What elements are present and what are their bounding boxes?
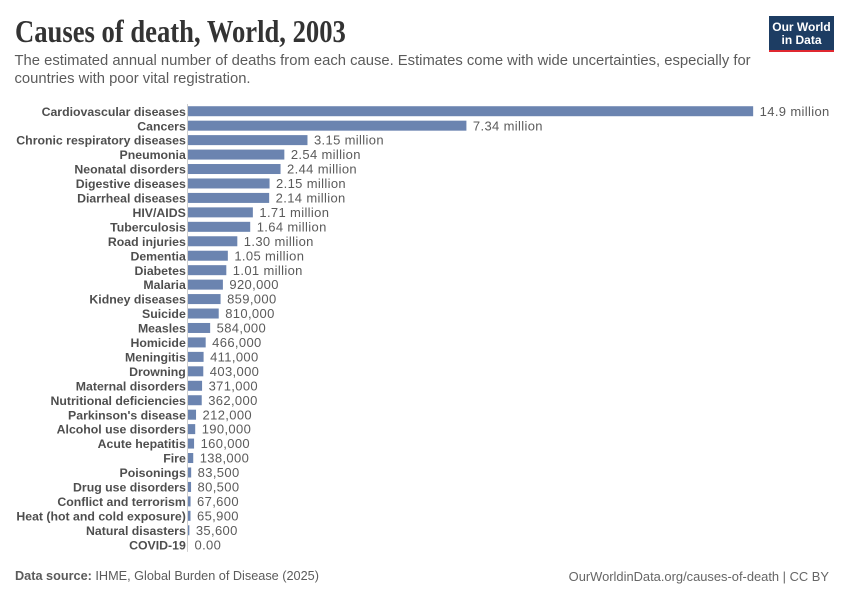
svg-text:80,500: 80,500 <box>198 480 240 495</box>
svg-text:Suicide: Suicide <box>142 307 186 321</box>
svg-text:403,000: 403,000 <box>210 364 259 379</box>
svg-text:14.9 million: 14.9 million <box>760 104 830 119</box>
svg-text:Alcohol use disorders: Alcohol use disorders <box>57 423 186 437</box>
svg-text:Nutritional deficiencies: Nutritional deficiencies <box>51 394 186 408</box>
svg-text:Chronic respiratory diseases: Chronic respiratory diseases <box>16 134 186 148</box>
svg-text:Drug use disorders: Drug use disorders <box>73 481 186 495</box>
svg-text:584,000: 584,000 <box>217 321 266 336</box>
svg-text:Meningitis: Meningitis <box>125 350 186 364</box>
svg-text:Diabetes: Diabetes <box>135 264 186 278</box>
svg-text:138,000: 138,000 <box>200 451 249 466</box>
svg-text:Homicide: Homicide <box>130 336 186 350</box>
svg-text:67,600: 67,600 <box>197 494 239 509</box>
svg-text:371,000: 371,000 <box>209 378 258 393</box>
svg-text:Heat (hot and cold exposure): Heat (hot and cold exposure) <box>16 509 185 523</box>
svg-text:Tuberculosis: Tuberculosis <box>110 220 186 234</box>
svg-text:920,000: 920,000 <box>229 277 278 292</box>
svg-text:1.71 million: 1.71 million <box>259 205 329 220</box>
svg-text:466,000: 466,000 <box>212 335 261 350</box>
svg-text:Drowning: Drowning <box>129 365 186 379</box>
svg-text:Natural disasters: Natural disasters <box>86 524 186 538</box>
svg-text:Digestive diseases: Digestive diseases <box>76 177 186 191</box>
svg-text:2.54 million: 2.54 million <box>291 147 361 162</box>
svg-text:Pneumonia: Pneumonia <box>120 148 186 162</box>
svg-text:1.30 million: 1.30 million <box>244 234 314 249</box>
svg-text:COVID-19: COVID-19 <box>129 538 186 552</box>
svg-text:HIV/AIDS: HIV/AIDS <box>133 206 186 220</box>
svg-text:810,000: 810,000 <box>225 306 274 321</box>
svg-text:Poisonings: Poisonings <box>120 466 186 480</box>
svg-text:0.00: 0.00 <box>195 537 222 552</box>
svg-text:160,000: 160,000 <box>201 436 250 451</box>
svg-text:Dementia: Dementia <box>130 249 186 263</box>
svg-text:35,600: 35,600 <box>196 523 238 538</box>
svg-text:Cancers: Cancers <box>137 119 186 133</box>
svg-text:Measles: Measles <box>138 322 186 336</box>
svg-text:362,000: 362,000 <box>208 393 257 408</box>
svg-text:1.64 million: 1.64 million <box>257 219 327 234</box>
svg-text:Neonatal disorders: Neonatal disorders <box>74 163 186 177</box>
svg-text:Cardiovascular diseases: Cardiovascular diseases <box>42 105 186 119</box>
svg-text:190,000: 190,000 <box>202 422 251 437</box>
svg-text:7.34 million: 7.34 million <box>473 118 543 133</box>
svg-text:65,900: 65,900 <box>197 508 239 523</box>
svg-text:83,500: 83,500 <box>198 465 240 480</box>
svg-text:Acute hepatitis: Acute hepatitis <box>98 437 186 451</box>
svg-text:Fire: Fire <box>163 452 186 466</box>
svg-text:Conflict and terrorism: Conflict and terrorism <box>57 495 186 509</box>
svg-text:Maternal disorders: Maternal disorders <box>76 379 186 393</box>
svg-text:2.14 million: 2.14 million <box>276 191 346 206</box>
svg-text:Diarrheal diseases: Diarrheal diseases <box>77 192 186 206</box>
svg-text:Kidney diseases: Kidney diseases <box>89 293 186 307</box>
svg-text:2.44 million: 2.44 million <box>287 162 357 177</box>
svg-text:3.15 million: 3.15 million <box>314 133 384 148</box>
svg-text:Road injuries: Road injuries <box>108 235 186 249</box>
svg-text:Malaria: Malaria <box>143 278 186 292</box>
svg-text:Parkinson's disease: Parkinson's disease <box>68 408 186 422</box>
svg-text:212,000: 212,000 <box>203 407 252 422</box>
svg-text:1.01 million: 1.01 million <box>233 263 303 278</box>
svg-text:2.15 million: 2.15 million <box>276 176 346 191</box>
svg-text:1.05 million: 1.05 million <box>234 248 304 263</box>
svg-text:411,000: 411,000 <box>210 349 258 364</box>
svg-text:859,000: 859,000 <box>227 292 276 307</box>
